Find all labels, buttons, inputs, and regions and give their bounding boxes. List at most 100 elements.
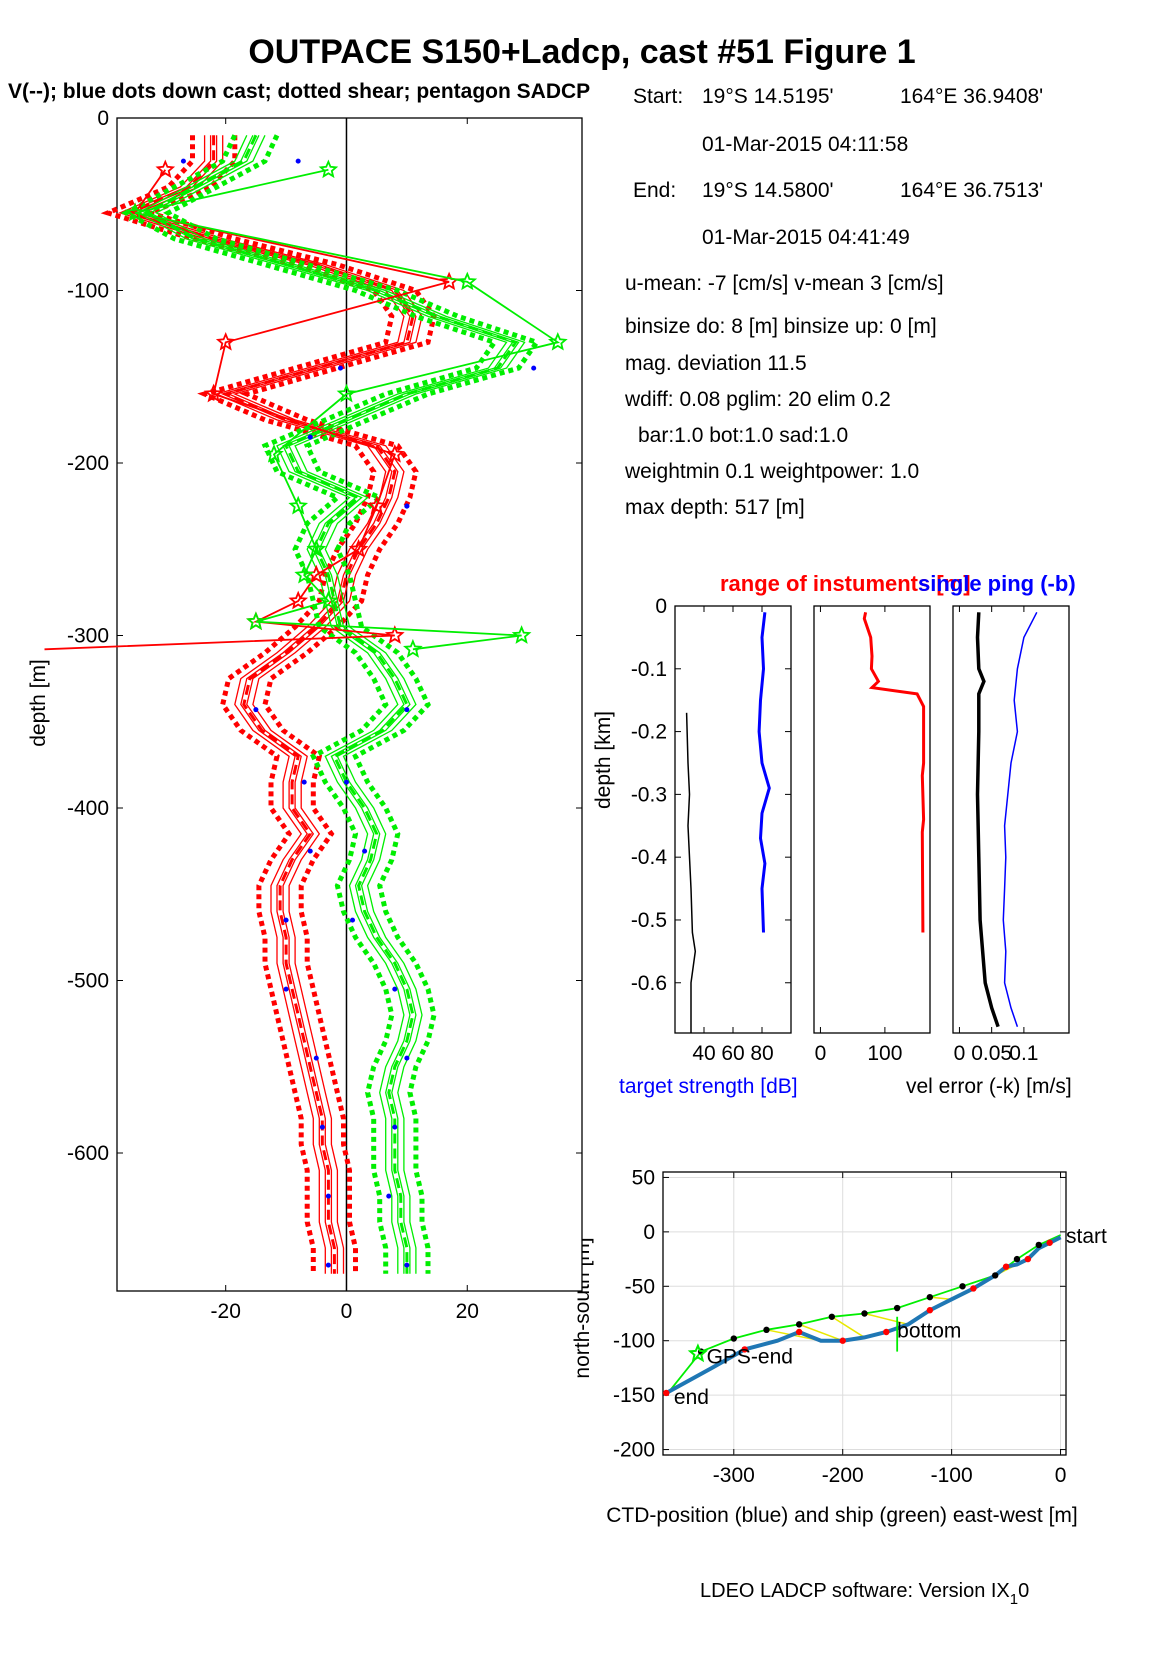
range-panel-title: range of instuments [m] [720, 571, 971, 596]
position-xtick-label: -100 [931, 1464, 973, 1487]
mean-velocities: u-mean: -7 [cm/s] v-mean 3 [cm/s] [625, 272, 944, 295]
sadcp-u-star [203, 383, 224, 403]
downcast-dot [253, 707, 259, 713]
downcast-dot [392, 986, 398, 992]
position-ctd-dot [1046, 1239, 1053, 1246]
target-strength-ytick-label: -0.3 [631, 783, 667, 806]
position-ytick-label: -100 [613, 1330, 655, 1353]
sadcp-v-star [318, 159, 339, 179]
sadcp-v-star [318, 590, 339, 610]
velocity-xtick-label: 20 [456, 1300, 479, 1323]
target-strength-ytick-label: -0.2 [631, 721, 667, 744]
downcast-dot [295, 158, 301, 164]
position-ytick-label: 0 [643, 1221, 655, 1244]
downcast-dot [392, 1124, 398, 1130]
velocity-u-shear-envelope [100, 135, 395, 1274]
position-ctd-dot [883, 1328, 890, 1336]
position-ctd-dot [926, 1307, 934, 1314]
position-gps-end-label: GPS-end [707, 1346, 793, 1369]
sadcp-v-star [336, 383, 357, 403]
end-time: 01-Mar-2015 04:41:49 [702, 226, 910, 249]
bar-info: bar:1.0 bot:1.0 sad:1.0 [638, 424, 848, 447]
velocity-v-profile-line [136, 135, 508, 1274]
target-strength-ytick-label: -0.6 [631, 972, 667, 995]
velocity-ytick-label: -500 [67, 970, 109, 993]
downcast-dot [404, 503, 410, 509]
sadcp-u-star [155, 159, 176, 179]
range-axes-box [813, 605, 931, 1034]
vel-error-xtick-label: 0 [954, 1042, 966, 1065]
binsize-info: binsize do: 8 [m] binsize up: 0 [m] [625, 315, 937, 338]
software-version-tail: 0 [1018, 1580, 1029, 1602]
downcast-dot [350, 917, 356, 923]
target-strength-xtick-label: 40 [692, 1042, 715, 1065]
vel-error-xtick-label: 0.05 [971, 1042, 1012, 1065]
start-longitude: 164°E 36.9408' [900, 85, 1043, 108]
sadcp-v-star [511, 625, 532, 644]
sadcp-u-star [215, 331, 236, 351]
velocity-u-profile-line [130, 135, 417, 1274]
position-ship-dot [795, 1321, 803, 1328]
target-strength-ytick-label: 0 [655, 595, 667, 618]
downcast-dot [283, 917, 289, 923]
vel-error-black-line [975, 612, 1000, 1028]
target-strength-ytick-label: -0.4 [631, 846, 668, 869]
sadcp-u-star [348, 539, 369, 558]
downcast-dot [180, 158, 186, 164]
sadcp-v-star [125, 202, 145, 222]
position-xtick-label: 0 [1055, 1464, 1067, 1487]
velocity-v-main-line [144, 134, 518, 1274]
sadcp-v-star [264, 444, 284, 463]
range-line [862, 611, 926, 933]
sadcp-v-star [294, 564, 315, 584]
velocity-u-profile-line [124, 135, 411, 1274]
wdiff-info: wdiff: 0.08 pglim: 20 elim 0.2 [624, 388, 891, 411]
position-ctd-dot [970, 1285, 977, 1292]
target-strength-blue-line [757, 612, 771, 933]
position-ctd-dot [795, 1328, 803, 1336]
sadcp-u-star [384, 444, 405, 463]
cast-info: Start: 19°S 14.5195' 164°E 36.9408' 01-M… [624, 85, 1043, 519]
velocity-v-profile-line [154, 135, 526, 1274]
velocity-ytick-label: -600 [67, 1142, 109, 1165]
target-strength-xtick-label: 60 [721, 1042, 744, 1065]
position-start-label: start [1066, 1225, 1107, 1248]
position-ctd-dot [663, 1389, 670, 1397]
velocity-ytick-label: -300 [67, 625, 109, 648]
depth-m-ylabel: depth [m] [27, 659, 50, 747]
software-version-text: LDEO LADCP software: Version IX [700, 1580, 1010, 1602]
downcast-dot [325, 1193, 331, 1199]
sadcp-v-star [457, 271, 478, 291]
position-ytick-label: -200 [613, 1439, 655, 1462]
sadcp-u-star [384, 625, 405, 644]
position-ctd-dot [1002, 1263, 1010, 1270]
position-ytick-label: -50 [625, 1275, 655, 1298]
max-depth: max depth: 517 [m] [625, 496, 805, 519]
downcast-dot [283, 986, 289, 992]
downcast-dot [319, 1124, 325, 1130]
vel-error-axes-box [952, 605, 1070, 1034]
figure-subtitle: V(--); blue dots down cast; dotted shear… [8, 80, 590, 103]
position-ship-dot [730, 1335, 737, 1342]
figure-title: OUTPACE S150+Ladcp, cast #51 Figure 1 [248, 33, 915, 71]
sadcp-v-line [134, 168, 561, 651]
position-bottom-label: bottom [897, 1319, 961, 1342]
position-ship-dot [1035, 1241, 1042, 1249]
position-ship-dot [893, 1304, 901, 1312]
sadcp-v-star [547, 332, 568, 351]
software-version: LDEO LADCP software: Version IX10 [700, 1580, 1029, 1608]
velocity-v-shear-envelope [163, 134, 541, 1274]
position-connector [831, 1316, 865, 1339]
velocity-u-shear-envelope [142, 135, 437, 1274]
velocity-xtick-label: 0 [341, 1300, 353, 1323]
position-end-label: end [674, 1386, 709, 1409]
velocity-u-main-line [124, 135, 415, 1274]
velocity-v-profile-line [148, 135, 520, 1274]
position-ctd-dot [839, 1337, 846, 1344]
velocity-xtick-label: -20 [211, 1300, 241, 1323]
sadcp-v-star [403, 638, 423, 658]
position-ship-dot [763, 1326, 770, 1334]
downcast-dot [313, 1055, 319, 1061]
downcast-dot [307, 434, 313, 440]
velocity-ytick-label: -200 [67, 452, 109, 475]
